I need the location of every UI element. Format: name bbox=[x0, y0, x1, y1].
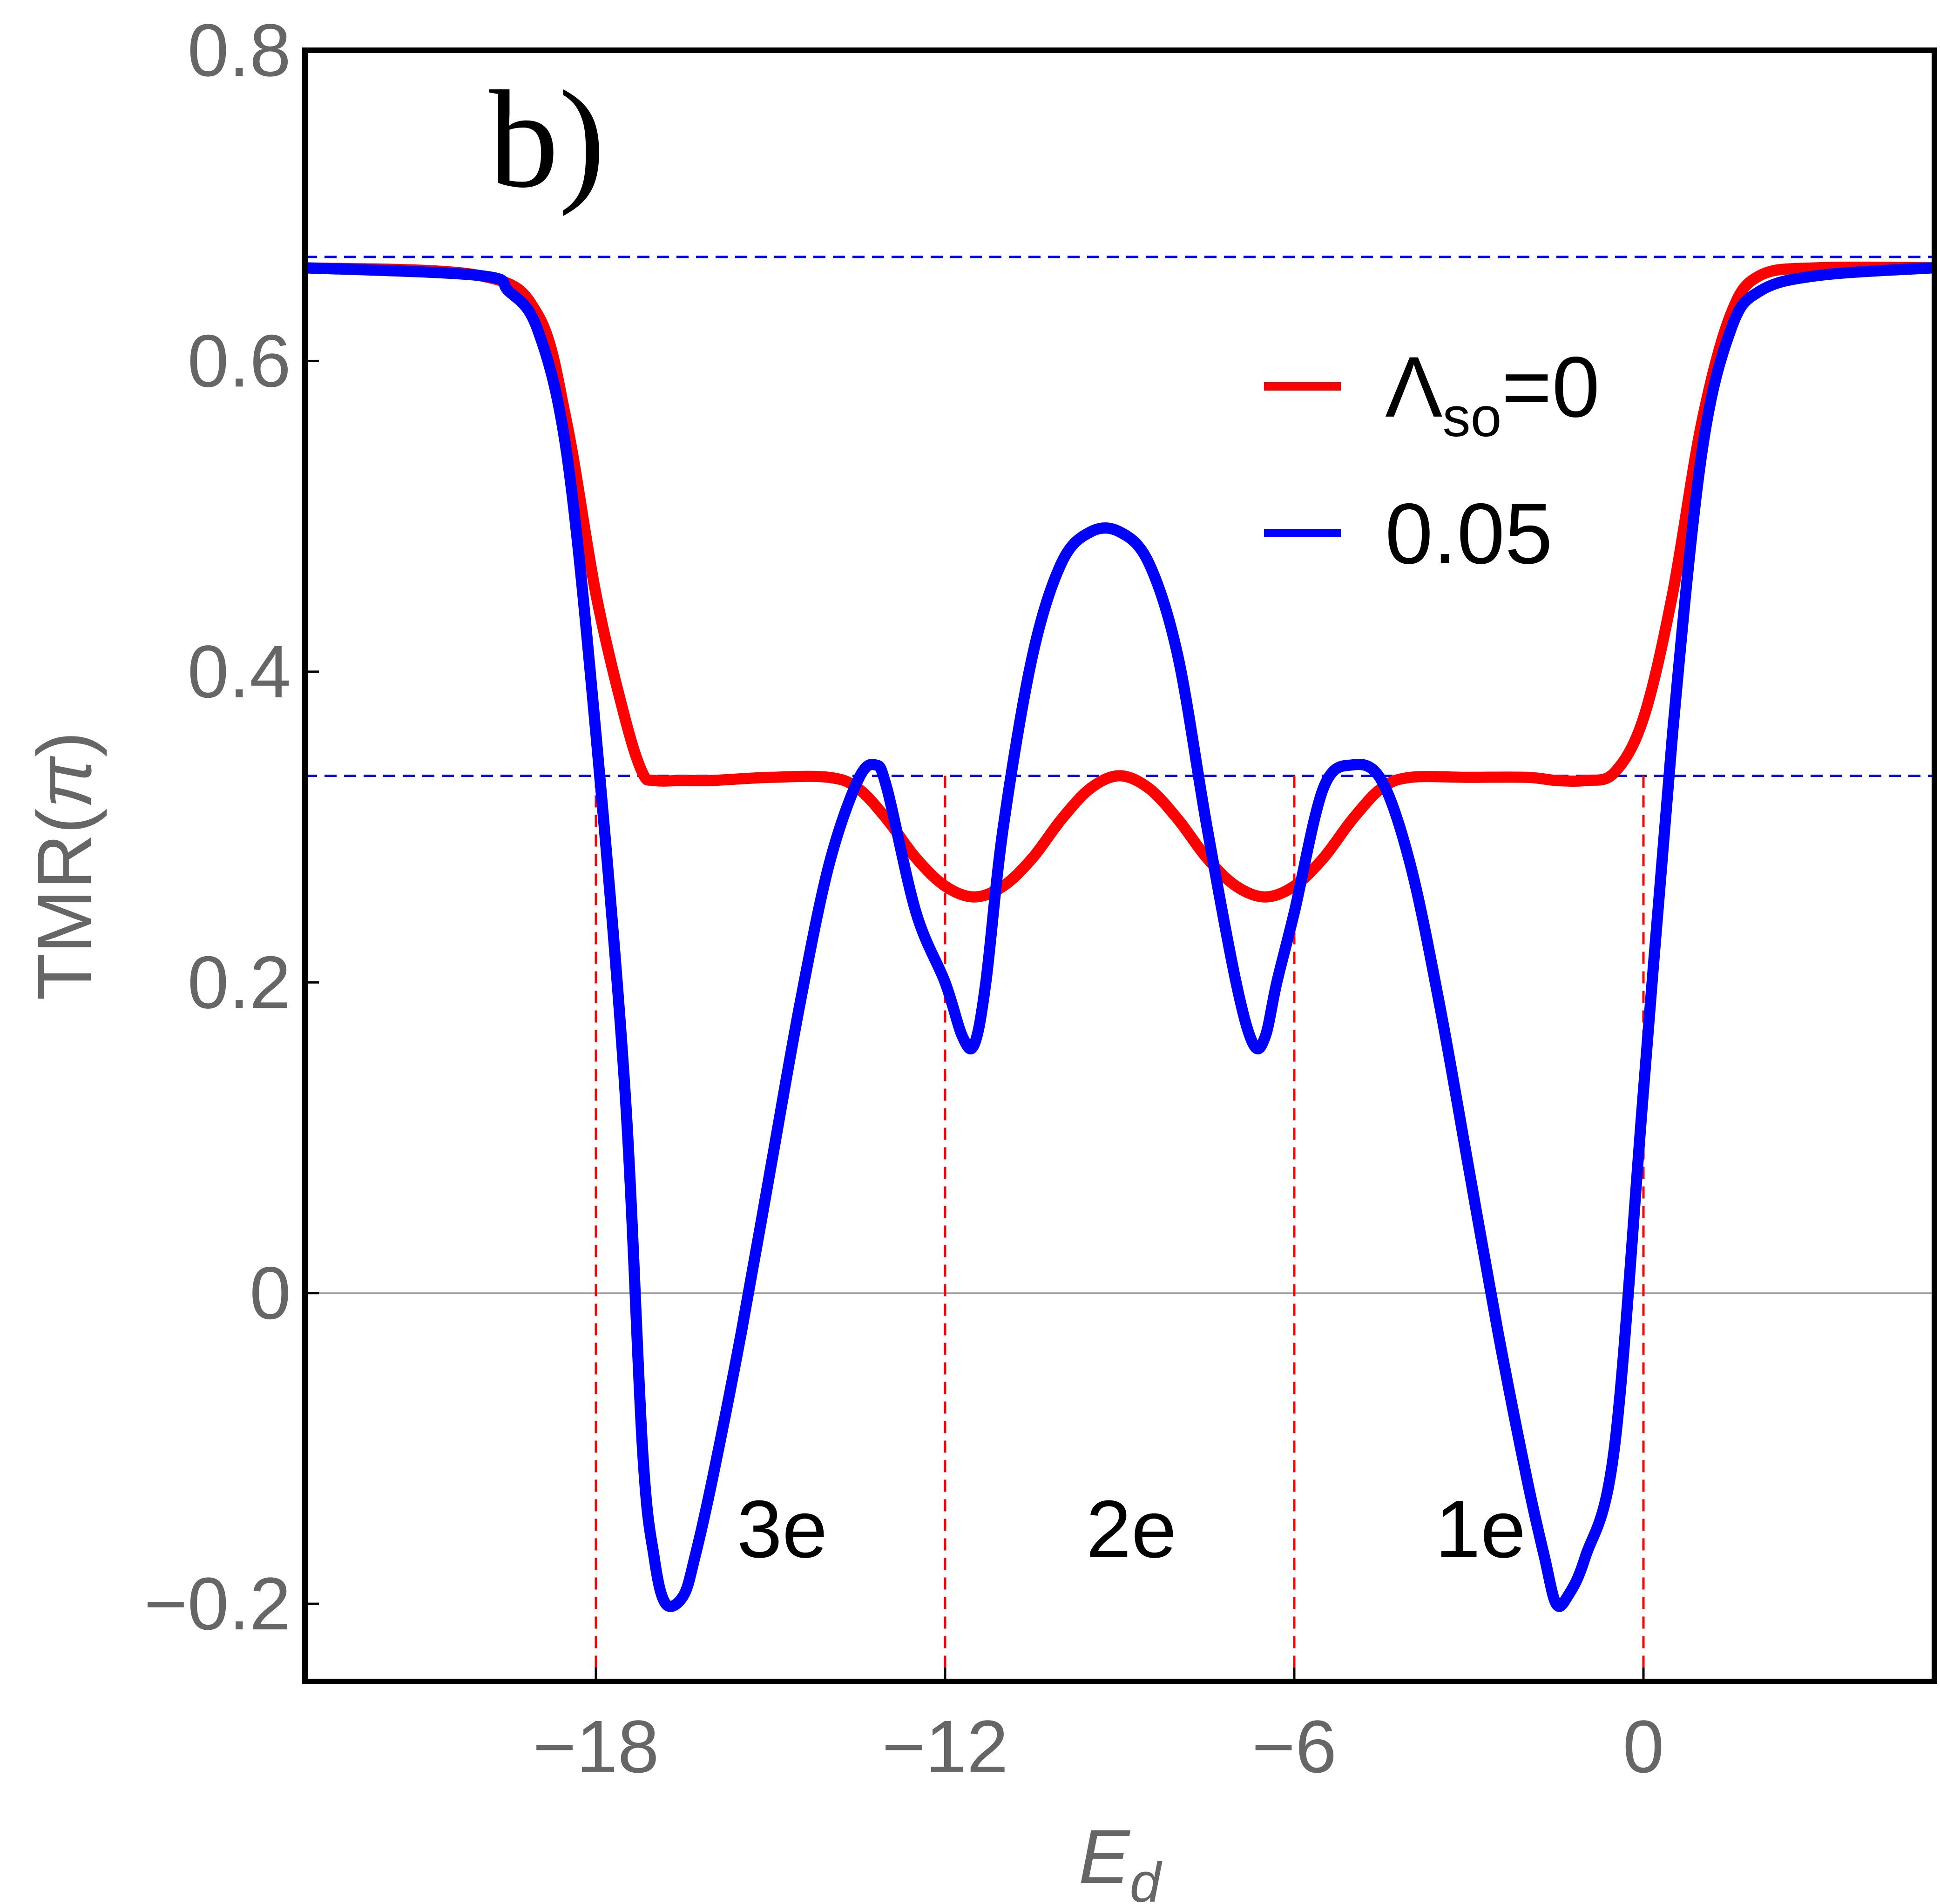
region-label: 1e bbox=[1435, 1484, 1526, 1575]
y-tick-label: 0.4 bbox=[188, 630, 291, 713]
region-label: 3e bbox=[737, 1484, 828, 1575]
region-label: 2e bbox=[1086, 1484, 1177, 1575]
region-labels: 3e 2e 1e bbox=[737, 1484, 1526, 1575]
legend-label: 0.05 bbox=[1385, 486, 1553, 582]
x-tick-label: −6 bbox=[1252, 1705, 1337, 1788]
x-tick-label: 0 bbox=[1623, 1705, 1664, 1788]
y-tick-label: 0.8 bbox=[188, 8, 291, 92]
x-axis-title-sub: d bbox=[1130, 1851, 1163, 1904]
y-tick-label: −0.2 bbox=[144, 1562, 291, 1645]
x-axis-title: Ed bbox=[1079, 1814, 1163, 1904]
y-tick-label: 0.6 bbox=[188, 319, 291, 402]
legend-label: Λso=0 bbox=[1385, 339, 1600, 448]
tick-layer: −18 −12 −6 0 −0.2 0 0.2 0.4 0.6 0.8 bbox=[144, 8, 1664, 1788]
x-tick-label: −12 bbox=[882, 1705, 1008, 1788]
y-axis-title-prefix: TMR( bbox=[21, 809, 107, 1000]
y-axis-title-suffix: ) bbox=[21, 731, 107, 757]
y-axis-title-symbol: π bbox=[21, 756, 107, 809]
plot-frame bbox=[302, 47, 1937, 1684]
x-tick-label: −18 bbox=[533, 1705, 659, 1788]
y-tick-label: 0 bbox=[250, 1251, 291, 1335]
series-line-1 bbox=[304, 262, 1935, 1612]
y-tick-label: 0.2 bbox=[188, 940, 291, 1024]
y-axis-title: TMR(π) bbox=[21, 731, 107, 1000]
series-line-0 bbox=[304, 261, 1935, 903]
series-layer bbox=[304, 261, 1935, 1612]
legend: Λso=0 0.05 bbox=[1264, 339, 1600, 582]
x-axis-title-main: E bbox=[1079, 1814, 1131, 1899]
panel-label: b) bbox=[489, 62, 605, 217]
reference-lines bbox=[305, 256, 1934, 1681]
